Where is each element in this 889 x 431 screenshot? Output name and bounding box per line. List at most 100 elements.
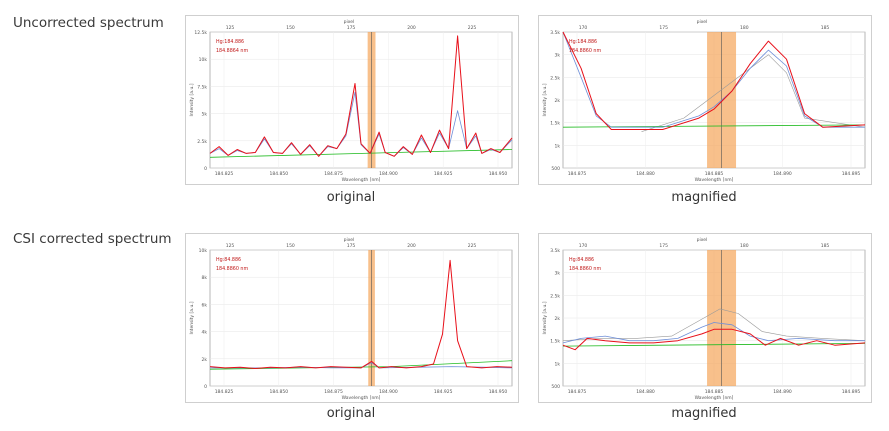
caption-original-bottom: original	[326, 406, 376, 421]
top-axis-label: pixel	[344, 19, 355, 25]
top-tick-label: 200	[407, 25, 416, 31]
uncorrected-original-chart: 0 2.5k 5k 7.5k 10k 12.5k 184.825 184.850 184.875…	[185, 15, 519, 185]
x-tick-label: 184.900	[379, 171, 398, 177]
y-tick-label: 1k	[555, 361, 561, 367]
y-tick-label: 2.5k	[550, 75, 560, 81]
y-tick-label: 500	[551, 166, 560, 172]
y-axis-label: Intensity [a.u.]	[189, 301, 195, 334]
x-tick-label: 184.880	[636, 171, 655, 177]
x-tick-label: 184.895	[842, 389, 861, 395]
top-axis-label: pixel	[697, 19, 708, 25]
x-tick-label: 184.875	[568, 389, 587, 395]
measured-series-line	[562, 328, 866, 351]
y-axis-label: Intensity [a.u.]	[542, 301, 548, 334]
top-tick-label: 125	[226, 25, 235, 31]
top-tick-label: 225	[468, 243, 477, 249]
x-tick-label: 184.925	[434, 389, 453, 395]
peak-annotation: 184.8860 nm	[569, 48, 601, 54]
peak-annotation: 184.8864 nm	[216, 48, 248, 54]
top-tick-label: 175	[347, 243, 356, 249]
measured-series-line	[562, 31, 866, 130]
uncorrected-spectrum-label: Uncorrected spectrum	[13, 15, 164, 31]
reference-series-line	[562, 322, 865, 344]
x-tick-label: 184.875	[568, 171, 587, 177]
gray-series-line	[641, 54, 866, 132]
chart-svg: 500 1k 1.5k 2k 2.5k 3k 3.5k 184.875 184.880 184.8…	[542, 237, 866, 401]
y-tick-label: 1.5k	[550, 339, 560, 345]
x-axis-label: Wavelength [nm]	[695, 177, 734, 183]
reference-series-line	[562, 31, 865, 128]
corrected-original-chart: 0 2k 4k 6k 8k 10k 184.825 184.850 184.875 184.900…	[185, 233, 519, 403]
y-tick-label: 6k	[202, 302, 208, 308]
x-tick-label: 184.875	[324, 171, 343, 177]
x-tick-label: 184.880	[636, 389, 655, 395]
top-tick-label: 150	[286, 243, 295, 249]
x-tick-label: 184.890	[773, 389, 792, 395]
measured-series-line	[209, 259, 513, 369]
peak-annotation: Hg:184.886	[216, 39, 244, 45]
y-tick-label: 0	[204, 384, 207, 390]
x-tick-label: 184.950	[489, 171, 508, 177]
y-axis-label: Intensity [a.u.]	[542, 83, 548, 116]
top-tick-label: 225	[468, 25, 477, 31]
y-tick-label: 5k	[202, 112, 208, 118]
x-tick-label: 184.900	[379, 389, 398, 395]
peak-annotation: 184.8860 nm	[216, 266, 248, 272]
y-tick-label: 8k	[202, 275, 208, 281]
y-tick-label: 0	[204, 166, 207, 172]
x-tick-label: 184.890	[773, 171, 792, 177]
x-tick-label: 184.825	[215, 389, 234, 395]
y-tick-label: 3k	[555, 53, 561, 59]
y-tick-label: 7.5k	[197, 84, 207, 90]
chart-svg: 0 2k 4k 6k 8k 10k 184.825 184.850 184.875 184.900…	[189, 237, 513, 401]
y-tick-label: 500	[551, 384, 560, 390]
top-tick-label: 175	[659, 243, 668, 249]
peak-annotation: Hg:84.886	[216, 257, 241, 263]
x-tick-label: 184.950	[489, 389, 508, 395]
y-tick-label: 3.5k	[550, 30, 560, 36]
y-tick-label: 1.5k	[550, 121, 560, 127]
top-tick-label: 185	[821, 243, 830, 249]
top-tick-label: 180	[740, 243, 749, 249]
top-axis-label: pixel	[697, 237, 708, 243]
reference-series-line	[209, 91, 513, 157]
corrected-spectrum-label: CSI corrected spectrum	[13, 231, 172, 247]
top-tick-label: 125	[226, 243, 235, 249]
top-axis-label: pixel	[344, 237, 355, 243]
uncorrected-magnified-chart: 500 1k 1.5k 2k 2.5k 3k 3.5k 184.875 184.880 184.8…	[538, 15, 872, 185]
y-tick-label: 10k	[199, 57, 208, 63]
baseline-series-line	[562, 343, 866, 347]
x-tick-label: 184.825	[215, 171, 234, 177]
x-tick-label: 184.895	[842, 171, 861, 177]
x-tick-label: 184.925	[434, 171, 453, 177]
peak-annotation: Hg:84.886	[569, 257, 594, 263]
x-tick-label: 184.885	[705, 389, 724, 395]
y-tick-label: 10k	[199, 248, 208, 254]
y-axis-label: Intensity [a.u.]	[189, 83, 195, 116]
caption-magnified-bottom: magnified	[671, 406, 737, 421]
x-tick-label: 184.850	[269, 171, 288, 177]
top-tick-label: 175	[659, 25, 668, 31]
chart-svg: 500 1k 1.5k 2k 2.5k 3k 3.5k 184.875 184.880 184.8…	[542, 19, 866, 183]
caption-original-top: original	[326, 190, 376, 205]
y-tick-label: 1k	[555, 143, 561, 149]
baseline-series-line	[209, 149, 513, 158]
top-tick-label: 150	[286, 25, 295, 31]
x-tick-label: 184.875	[324, 389, 343, 395]
peak-annotation: 184.8860 nm	[569, 266, 601, 272]
x-axis-label: Wavelength [nm]	[342, 395, 381, 401]
top-tick-label: 200	[407, 243, 416, 249]
y-tick-label: 3k	[555, 271, 561, 277]
chart-svg: 0 2.5k 5k 7.5k 10k 12.5k 184.825 184.850 184.875…	[189, 19, 513, 183]
top-tick-label: 175	[347, 25, 356, 31]
x-axis-label: Wavelength [nm]	[342, 177, 381, 183]
y-tick-label: 12.5k	[194, 30, 207, 36]
x-axis-label: Wavelength [nm]	[695, 395, 734, 401]
x-tick-label: 184.850	[269, 389, 288, 395]
top-tick-label: 185	[821, 25, 830, 31]
peak-annotation: Hg:184.886	[569, 39, 597, 45]
y-tick-label: 2k	[202, 357, 208, 363]
top-tick-label: 170	[579, 243, 588, 249]
y-tick-label: 2.5k	[197, 139, 207, 145]
y-tick-label: 2k	[555, 316, 561, 322]
